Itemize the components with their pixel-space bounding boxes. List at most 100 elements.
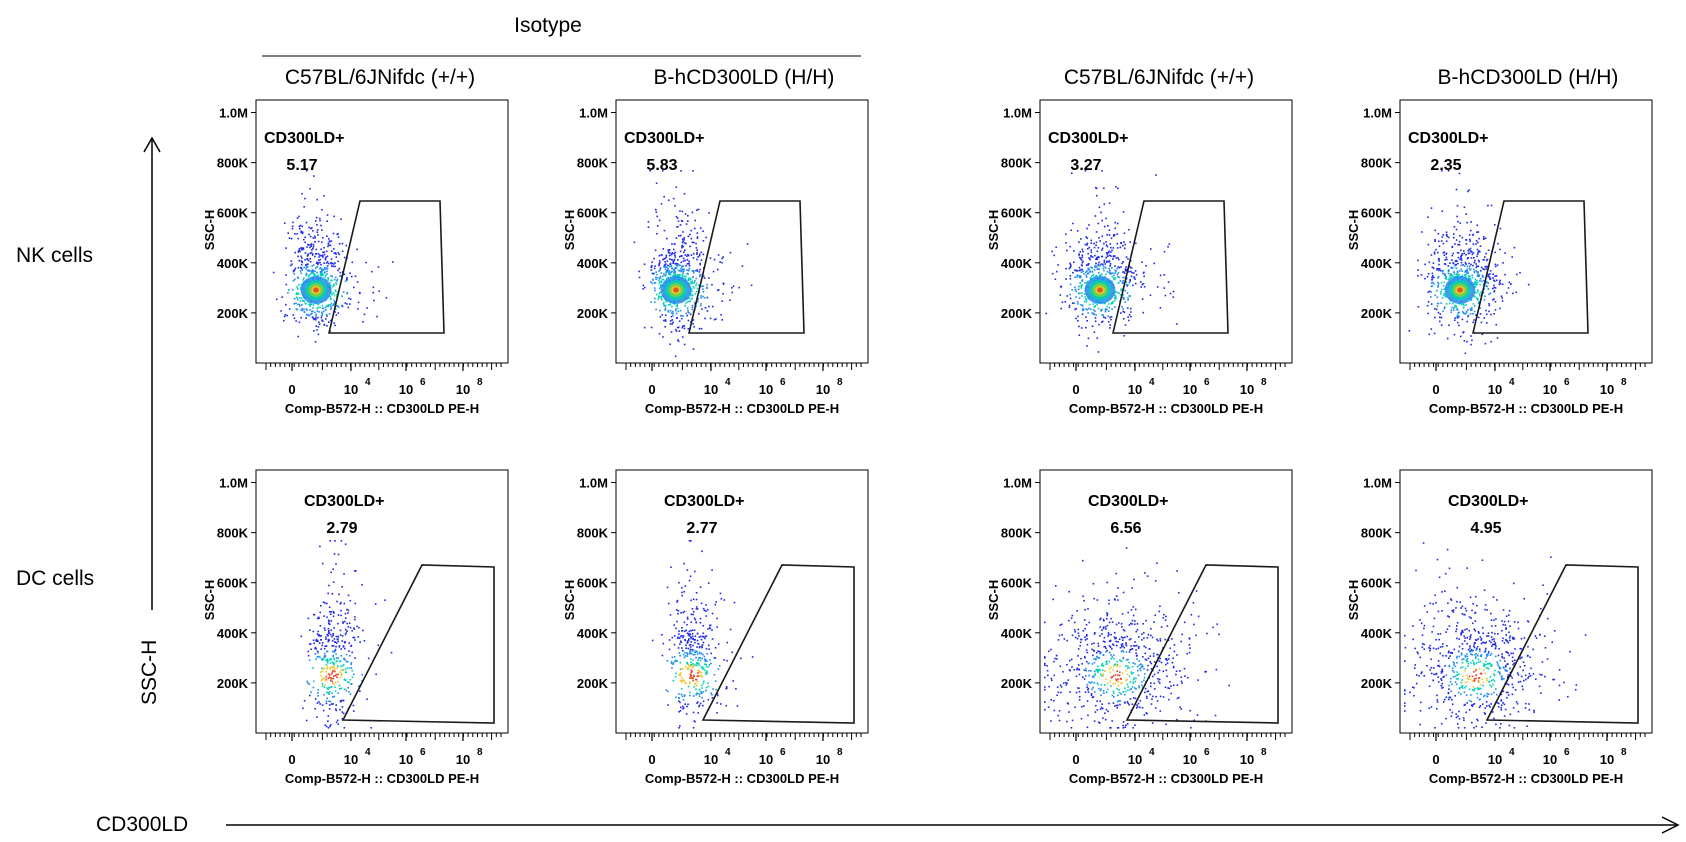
y-tick-label: 1.0M <box>1003 476 1032 491</box>
gate-label: CD300LD+ <box>664 493 744 510</box>
x-tick-label: 0 <box>288 752 295 767</box>
x-tick-label: 0 <box>288 382 295 397</box>
x-tick-label: 10 <box>1183 752 1197 767</box>
x-tick-label: 10 <box>704 382 718 397</box>
column-header-3: C57BL/6JNifdc (+/+) <box>1064 66 1254 89</box>
panel-y-label: SSC-H <box>986 210 1001 250</box>
row-label-dc: DC cells <box>16 567 94 590</box>
event-dots <box>1045 170 1178 353</box>
facs-panel-3: 1.0M 800K 600K 400K 200K SSC-H 0 10 4 10 6 10 8 Comp-… <box>986 99 1293 416</box>
gate-label: CD300LD+ <box>264 130 344 147</box>
panel-frame <box>1039 99 1293 364</box>
x-tick-exponent: 8 <box>837 377 843 388</box>
x-tick-exponent: 8 <box>837 747 843 758</box>
global-x-label: CD300LD <box>96 813 188 836</box>
x-tick-label: 0 <box>1072 752 1079 767</box>
y-tick-label: 400K <box>1361 626 1393 641</box>
x-tick-exponent: 4 <box>1149 747 1155 758</box>
y-tick-label: 600K <box>217 576 249 591</box>
x-tick-label: 10 <box>399 752 413 767</box>
gate-label: CD300LD+ <box>1448 493 1528 510</box>
event-dots <box>1044 547 1230 729</box>
global-y-arrow-head <box>143 136 161 153</box>
y-tick-label: 200K <box>1361 676 1393 691</box>
global-x-arrow-head <box>1661 816 1680 834</box>
panel-y-label: SSC-H <box>202 210 217 250</box>
global-y-label: SSC-H <box>138 640 161 705</box>
y-tick-label: 600K <box>577 576 609 591</box>
panel-frame <box>1039 469 1293 734</box>
x-tick-label: 10 <box>1128 752 1142 767</box>
event-dots <box>633 170 753 358</box>
gate-polygon <box>1125 564 1279 724</box>
y-tick-label: 600K <box>1361 206 1393 221</box>
y-tick-label: 400K <box>1361 256 1393 271</box>
x-tick-exponent: 8 <box>1621 747 1627 758</box>
column-header-2: B-hCD300LD (H/H) <box>654 66 835 89</box>
panel-x-label: Comp-B572-H :: CD300LD PE-H <box>1429 771 1623 786</box>
y-tick-label: 1.0M <box>579 476 608 491</box>
facs-panel-7: 1.0M 800K 600K 400K 200K SSC-H 0 10 4 10 6 10 8 Comp-… <box>986 469 1293 786</box>
y-tick-label: 1.0M <box>219 476 248 491</box>
facs-panel-6: 1.0M 800K 600K 400K 200K SSC-H 0 10 4 10 6 10 8 Comp-… <box>562 469 869 786</box>
panel-x-label: Comp-B572-H :: CD300LD PE-H <box>285 771 479 786</box>
y-tick-label: 1.0M <box>1363 106 1392 121</box>
density-core <box>1457 287 1463 293</box>
density-core <box>673 287 679 293</box>
x-tick-exponent: 4 <box>725 747 731 758</box>
y-tick-label: 600K <box>1361 576 1393 591</box>
panel-frame <box>1399 469 1653 734</box>
y-tick-label: 800K <box>1001 156 1033 171</box>
x-tick-exponent: 6 <box>780 747 786 758</box>
panel-frame <box>255 99 509 364</box>
gate-value: 5.83 <box>646 157 677 174</box>
panel-x-label: Comp-B572-H :: CD300LD PE-H <box>1069 401 1263 416</box>
y-tick-label: 400K <box>1001 256 1033 271</box>
y-tick-label: 1.0M <box>579 106 608 121</box>
y-tick-label: 200K <box>1001 306 1033 321</box>
y-tick-label: 800K <box>577 526 609 541</box>
x-tick-label: 10 <box>759 382 773 397</box>
x-tick-exponent: 8 <box>477 377 483 388</box>
y-tick-label: 400K <box>217 256 249 271</box>
x-tick-exponent: 4 <box>1509 747 1515 758</box>
panel-frame <box>615 99 869 364</box>
x-tick-exponent: 6 <box>1204 377 1210 388</box>
panel-y-label: SSC-H <box>562 580 577 620</box>
gate-label: CD300LD+ <box>304 493 384 510</box>
panel-x-label: Comp-B572-H :: CD300LD PE-H <box>645 771 839 786</box>
y-tick-label: 200K <box>577 306 609 321</box>
y-tick-label: 600K <box>577 206 609 221</box>
density-core <box>313 287 319 293</box>
x-tick-label: 0 <box>1432 752 1439 767</box>
panel-y-label: SSC-H <box>1346 580 1361 620</box>
y-tick-label: 200K <box>1361 306 1393 321</box>
gate-polygon <box>1471 200 1589 334</box>
x-tick-exponent: 4 <box>365 377 371 388</box>
gate-value: 5.17 <box>286 157 317 174</box>
x-tick-label: 10 <box>1600 382 1614 397</box>
y-tick-label: 400K <box>577 256 609 271</box>
y-tick-label: 200K <box>217 676 249 691</box>
y-tick-label: 600K <box>1001 576 1033 591</box>
x-tick-exponent: 6 <box>1204 747 1210 758</box>
x-tick-label: 0 <box>1432 382 1439 397</box>
x-tick-label: 10 <box>456 752 470 767</box>
y-tick-label: 800K <box>1361 156 1393 171</box>
event-dots <box>651 540 754 729</box>
x-tick-exponent: 6 <box>780 377 786 388</box>
gate-label: CD300LD+ <box>1408 130 1488 147</box>
y-tick-label: 600K <box>217 206 249 221</box>
x-tick-exponent: 6 <box>420 747 426 758</box>
x-tick-exponent: 6 <box>420 377 426 388</box>
x-tick-exponent: 6 <box>1564 377 1570 388</box>
gate-polygon <box>1485 564 1639 724</box>
x-tick-label: 10 <box>1543 752 1557 767</box>
gate-label: CD300LD+ <box>1048 130 1128 147</box>
y-tick-label: 1.0M <box>219 106 248 121</box>
density-core <box>1097 287 1103 293</box>
gate-value: 2.35 <box>1430 157 1461 174</box>
gate-value: 2.79 <box>326 520 357 537</box>
isotype-label: Isotype <box>514 14 582 37</box>
x-tick-exponent: 8 <box>1621 377 1627 388</box>
